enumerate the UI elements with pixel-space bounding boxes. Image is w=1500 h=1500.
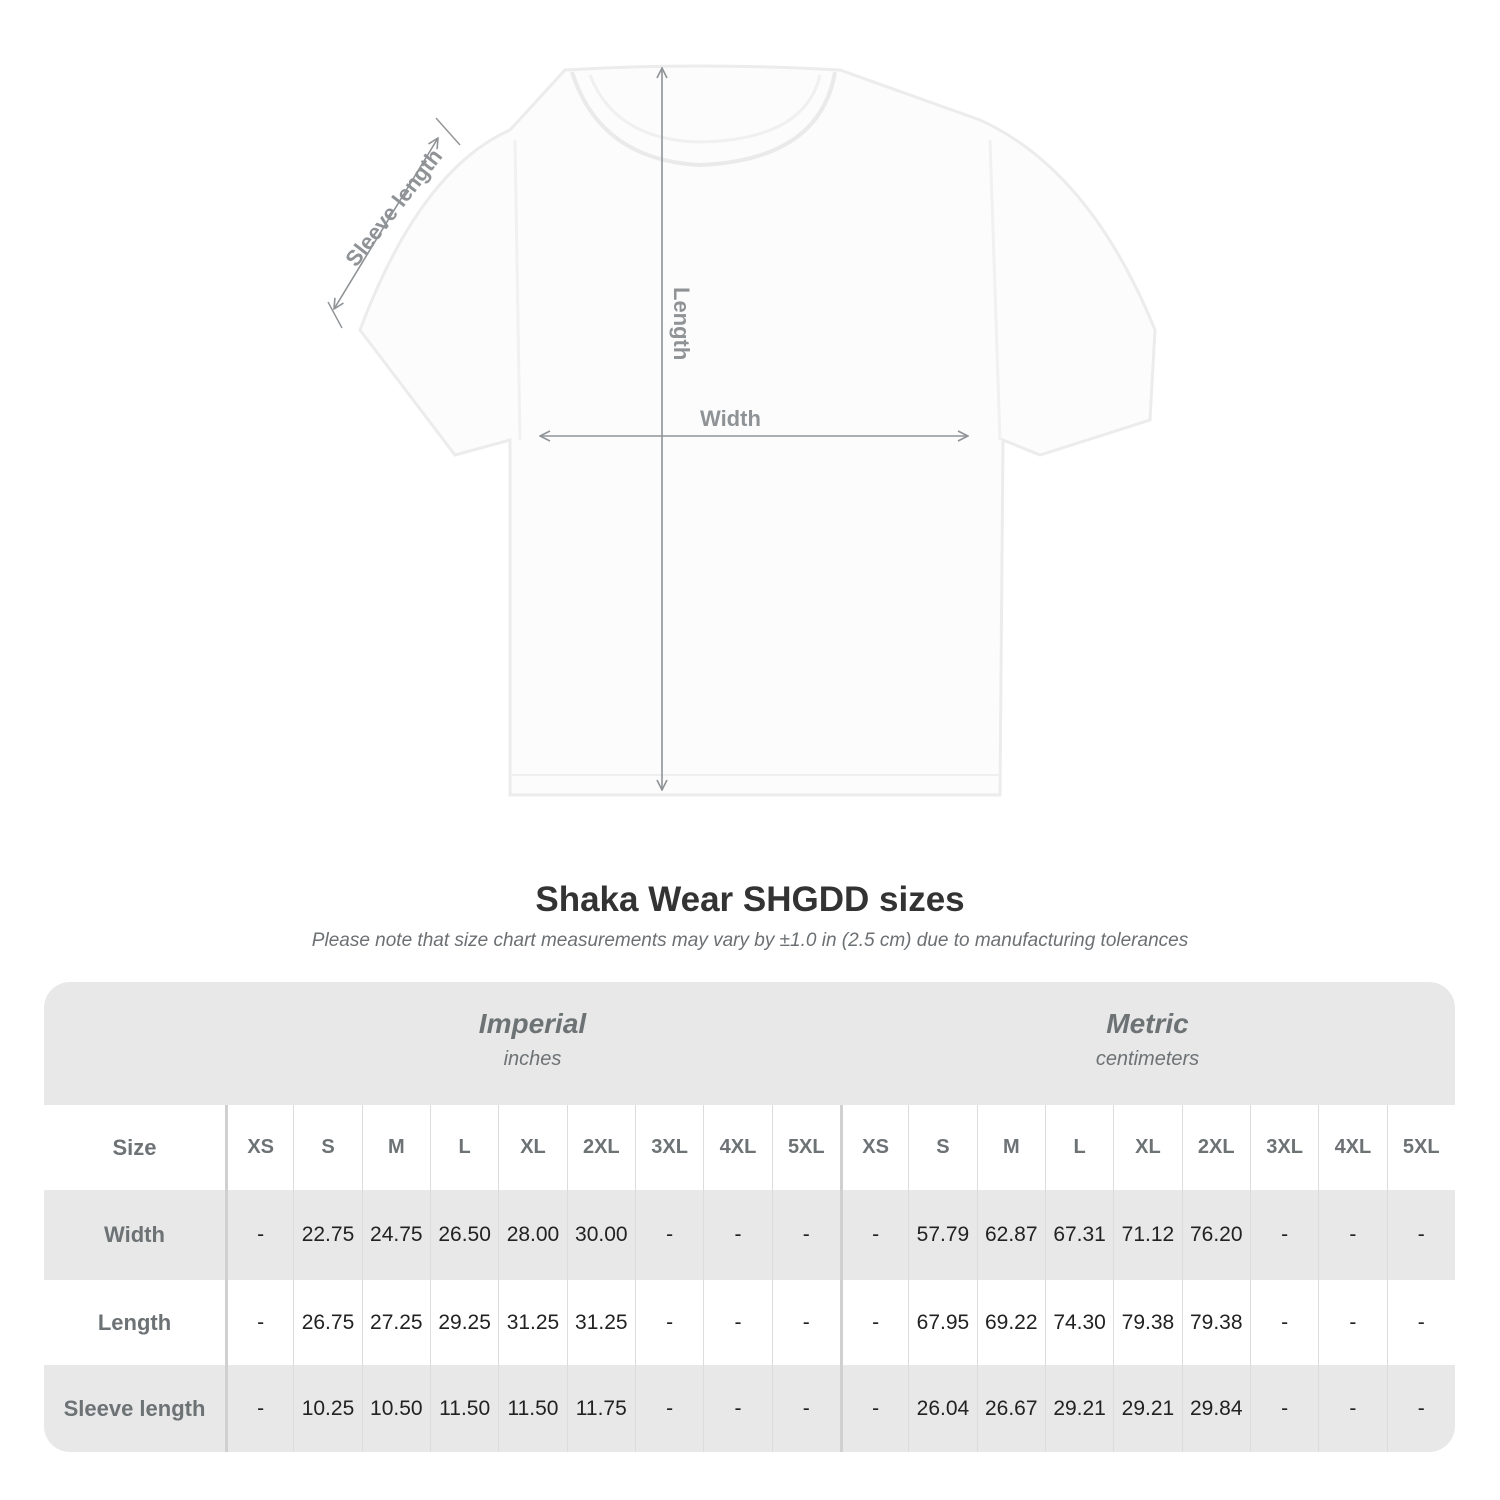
tolerance-note: Please note that size chart measurements… [311, 930, 1189, 951]
table-row: Length -26.75 27.25 29.25 31.25 31.25- - - -67.9… [44, 1280, 1455, 1365]
metric-value-cell: 69.22 [976, 1280, 1045, 1365]
metric-value-cell: - [1249, 1190, 1318, 1280]
imperial-title: Imperial [478, 1008, 587, 1039]
metric-value-cell: 79.38 [1181, 1280, 1250, 1365]
size-header-cell: 3XL [1249, 1105, 1318, 1190]
metric-value-cell: - [1386, 1190, 1455, 1280]
row-label: Length [97, 1309, 172, 1335]
imperial-unit: inches [503, 1048, 562, 1070]
size-header-cell: 2XL [1181, 1105, 1250, 1190]
imperial-value-cell: 28.00 [498, 1190, 566, 1280]
imperial-value-cell: - [634, 1365, 703, 1452]
length-label: Length [669, 287, 694, 360]
imperial-value-cell: 11.50 [498, 1365, 566, 1452]
size-header-cell: 2XL [566, 1105, 635, 1190]
width-label: Width [700, 406, 761, 431]
metric-value-cell: - [1249, 1280, 1318, 1365]
imperial-group-header: Imperial inches [225, 982, 840, 1105]
size-header-cell: L [429, 1105, 498, 1190]
metric-value-cell: - [1318, 1280, 1386, 1365]
imperial-value-cell: - [703, 1190, 771, 1280]
size-header-cell: 4XL [703, 1105, 771, 1190]
metric-value-cell: - [1318, 1365, 1386, 1452]
size-header-cell: 5XL [1386, 1105, 1455, 1190]
imperial-value-cell: 11.75 [566, 1365, 635, 1452]
metric-value-cell: 67.95 [908, 1280, 976, 1365]
metric-unit: centimeters [1095, 1048, 1200, 1070]
size-header-cell: XL [1113, 1105, 1181, 1190]
size-table: Imperial inches Metric centimeters Size X… [44, 982, 1455, 1452]
imperial-value-cell: - [634, 1280, 703, 1365]
imperial-value-cell: 22.75 [293, 1190, 361, 1280]
imperial-value-cell: 29.25 [429, 1280, 498, 1365]
imperial-value-cell: 31.25 [498, 1280, 566, 1365]
size-header-label: Size [112, 1134, 157, 1160]
metric-value-cell: 76.20 [1181, 1190, 1250, 1280]
metric-value-cell: 29.84 [1181, 1365, 1250, 1452]
size-header-cell: L [1044, 1105, 1113, 1190]
collar [570, 71, 837, 168]
table-row: Width -22.75 24.75 26.50 28.00 30.00- - - -57.79… [44, 1190, 1455, 1280]
imperial-value-cell: 30.00 [566, 1190, 635, 1280]
imperial-value-cell: - [225, 1280, 293, 1365]
metric-value-cell: 26.04 [908, 1365, 976, 1452]
metric-value-cell: 67.31 [1044, 1190, 1113, 1280]
imperial-value-cell: - [771, 1365, 840, 1452]
imperial-value-cell: 10.50 [361, 1365, 430, 1452]
imperial-value-cell: - [703, 1280, 771, 1365]
metric-value-cell: 62.87 [976, 1190, 1045, 1280]
table-row: Sleeve length -10.25 10.50 11.50 11.50 11.75-… [44, 1365, 1455, 1452]
size-header-cell: XS [225, 1105, 293, 1190]
size-header-cell: 3XL [634, 1105, 703, 1190]
metric-value-cell: - [1318, 1190, 1386, 1280]
row-label: Width [104, 1222, 165, 1247]
metric-value-cell: 71.12 [1113, 1190, 1181, 1280]
metric-value-cell: - [839, 1365, 908, 1452]
size-header-cell: XL [498, 1105, 566, 1190]
imperial-value-cell: - [634, 1190, 703, 1280]
sleeve-length-arrow [334, 138, 438, 309]
imperial-value-cell: 24.75 [361, 1190, 430, 1280]
imperial-value-cell: 26.50 [429, 1190, 498, 1280]
imperial-value-cell: - [771, 1190, 840, 1280]
imperial-value-cell: - [771, 1280, 840, 1365]
imperial-value-cell: 26.75 [293, 1280, 361, 1365]
metric-value-cell: - [1386, 1280, 1455, 1365]
metric-value-cell: 29.21 [1044, 1365, 1113, 1452]
imperial-value-cell: - [225, 1365, 293, 1452]
metric-value-cell: 74.30 [1044, 1280, 1113, 1365]
size-header-cell: 4XL [1318, 1105, 1386, 1190]
metric-value-cell: - [839, 1280, 908, 1365]
size-header-cell: 5XL [771, 1105, 840, 1190]
metric-group-header: Metric centimeters [840, 982, 1455, 1105]
imperial-value-cell: - [225, 1190, 293, 1280]
metric-title: Metric [1106, 1008, 1189, 1039]
size-chart-title: Shaka Wear SHGDD sizes [535, 880, 965, 919]
size-header-cell: M [976, 1105, 1045, 1190]
imperial-value-cell: 27.25 [361, 1280, 430, 1365]
metric-value-cell: 26.67 [976, 1365, 1045, 1452]
metric-value-cell: - [1249, 1365, 1318, 1452]
metric-value-cell: - [839, 1190, 908, 1280]
metric-value-cell: 79.38 [1113, 1280, 1181, 1365]
imperial-value-cell: - [703, 1365, 771, 1452]
imperial-value-cell: 11.50 [429, 1365, 498, 1452]
imperial-value-cell: 31.25 [566, 1280, 635, 1365]
row-label: Sleeve length [63, 1396, 206, 1421]
imperial-value-cell: 10.25 [293, 1365, 361, 1452]
size-header-row: Size XS S M L XL 2XL 3XL 4XL 5XL XS S M L XL 2XL 3XL 4XL 5… [44, 1105, 1455, 1190]
size-header-cell: S [293, 1105, 361, 1190]
t-shirt-diagram: Sleeve length Length Width [327, 64, 1157, 797]
metric-value-cell: - [1386, 1365, 1455, 1452]
size-header-cell: M [361, 1105, 430, 1190]
metric-value-cell: 57.79 [908, 1190, 976, 1280]
size-header-cell: S [908, 1105, 976, 1190]
size-header-cell: XS [839, 1105, 908, 1190]
metric-value-cell: 29.21 [1113, 1365, 1181, 1452]
